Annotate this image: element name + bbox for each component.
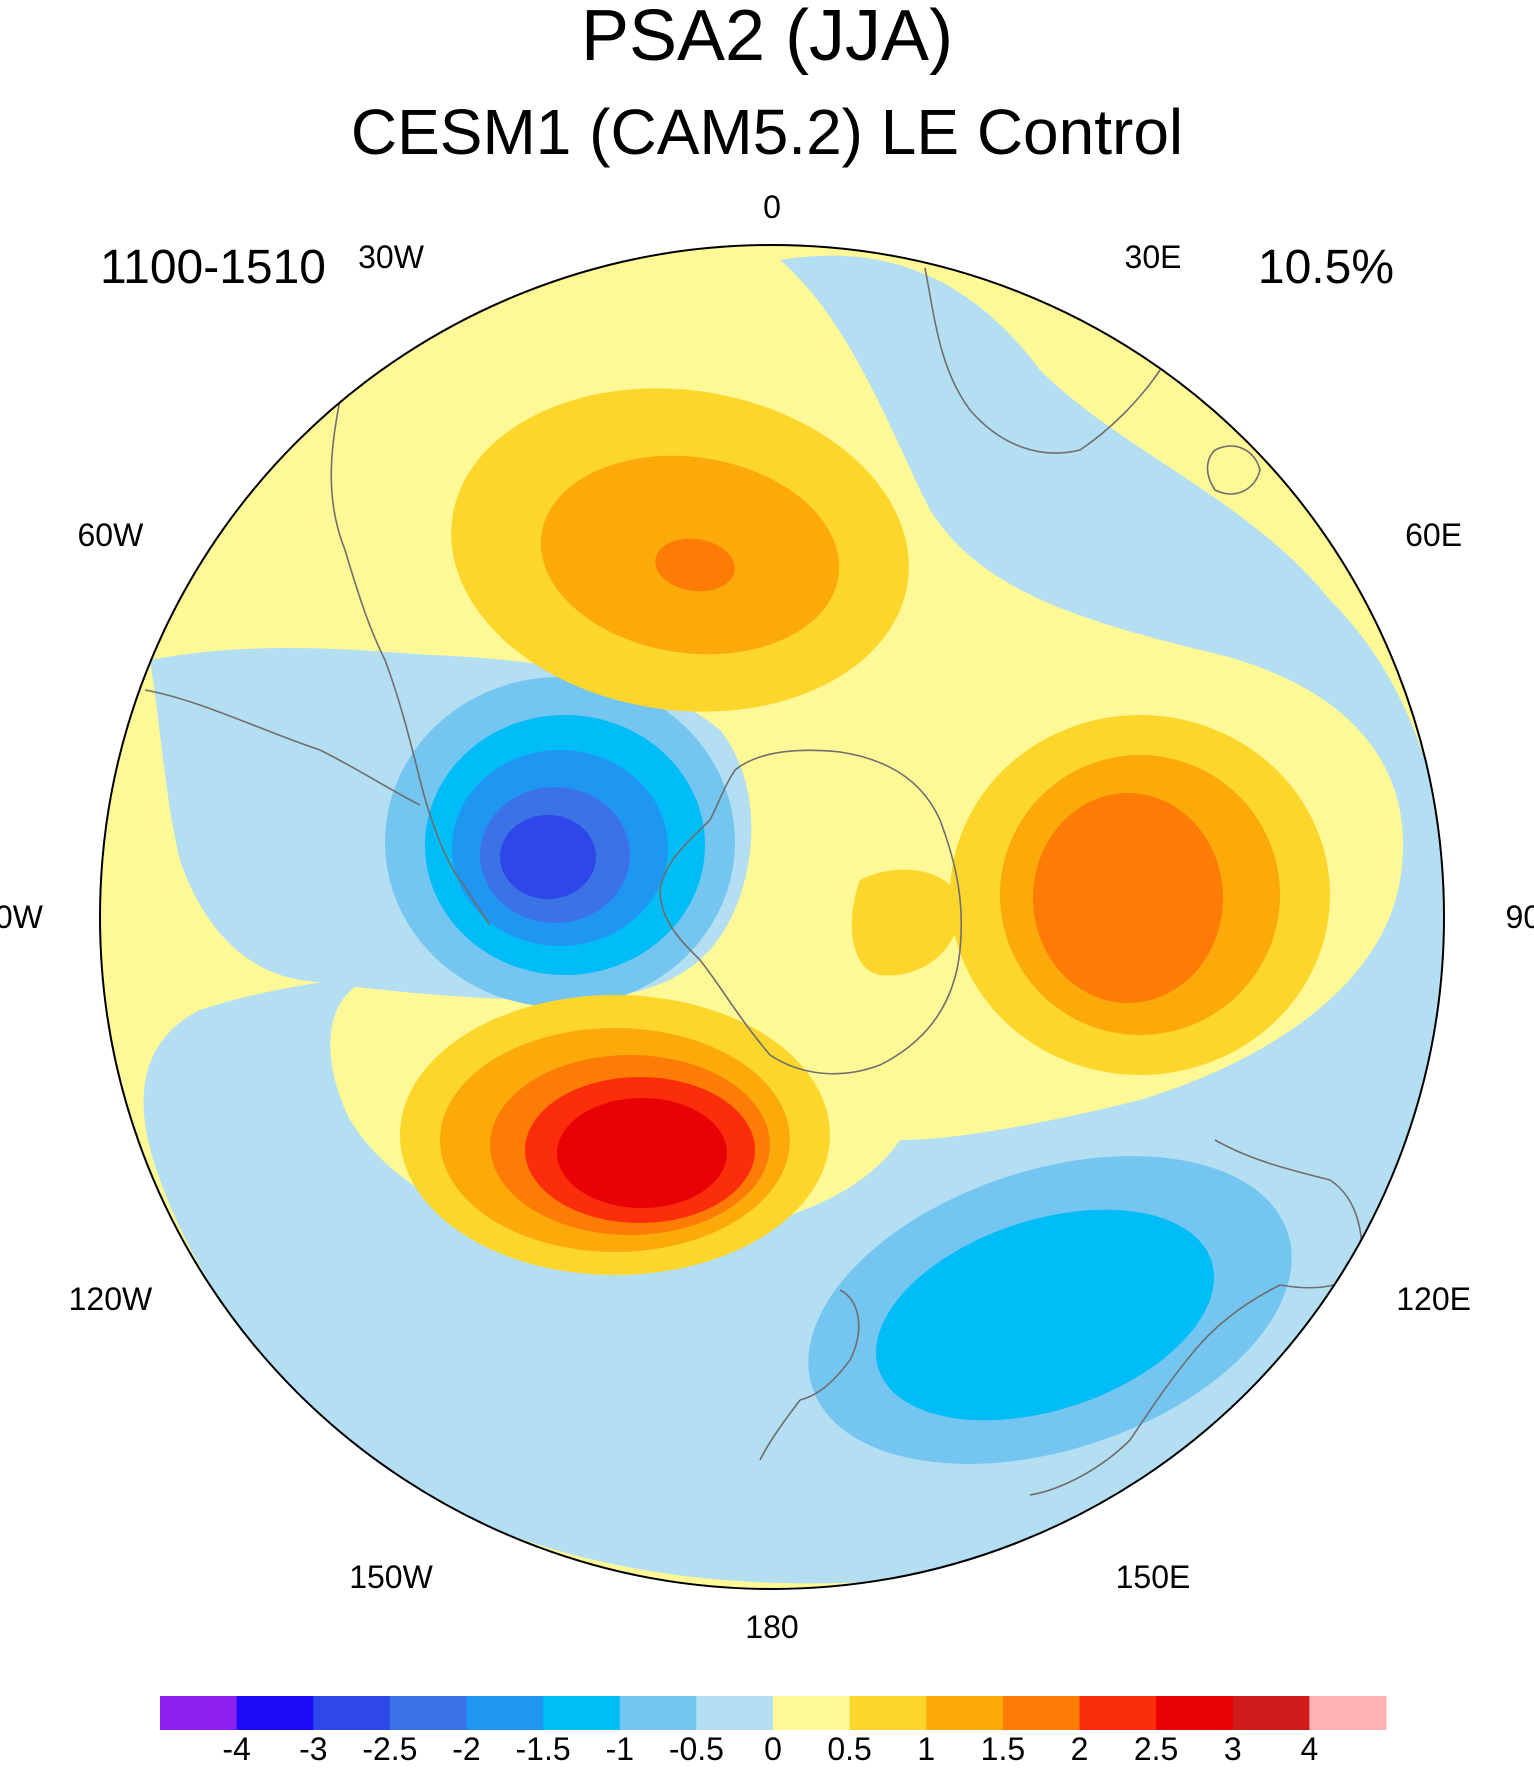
colorbar-swatch <box>543 1696 621 1730</box>
colorbar-swatch <box>1232 1696 1310 1730</box>
lon-label-150e: 150E <box>1116 1559 1191 1595</box>
contour-field <box>100 245 1444 1589</box>
longitude-labels: 0 30E 60E 90E 120E 150E 180 150W 120W 90W 60W 30W <box>0 189 1534 1645</box>
lon-label-0: 0 <box>763 189 781 225</box>
lon-label-120e: 120E <box>1396 1281 1471 1317</box>
level-neg1.5-to-neg1 <box>875 1209 1215 1421</box>
australia-coastline <box>1029 1139 1363 1496</box>
map-boundary <box>99 244 1445 1590</box>
colorbar-swatch <box>1156 1696 1234 1730</box>
new-zealand-coastline <box>799 1289 860 1401</box>
level-2.5-to-3 <box>557 1098 727 1208</box>
lon-label-180: 180 <box>745 1609 798 1645</box>
south-america-coastline <box>144 689 421 806</box>
colorbar-swatch <box>1079 1696 1157 1730</box>
lon-label-150w: 150W <box>349 1559 433 1595</box>
lon-label-60w: 60W <box>78 517 145 553</box>
colorbar-tick-label: -1 <box>606 1731 634 1767</box>
lon-label-30e: 30E <box>1125 239 1182 275</box>
level-1.5-to-2 <box>655 538 735 592</box>
colorbar-tick-label: -4 <box>222 1731 250 1767</box>
level-1.5-to-2 <box>1033 793 1223 1003</box>
variance-label: 10.5% <box>1257 241 1394 294</box>
map-subtitle: CESM1 (CAM5.2) LE Control <box>350 96 1184 168</box>
colorbar-tick-label: 4 <box>1301 1731 1319 1767</box>
colorbar-swatch <box>389 1696 468 1730</box>
map-title: PSA2 (JJA) <box>580 0 954 76</box>
colorbar-tick-label: 3 <box>1224 1731 1242 1767</box>
colorbar-swatch <box>466 1696 544 1730</box>
colorbar-tick-label: 2 <box>1071 1731 1089 1767</box>
colorbar-tick-label: -2 <box>452 1731 480 1767</box>
colorbar-swatch <box>160 1696 238 1730</box>
level-neg3-to-neg2.5 <box>500 815 596 899</box>
lon-label-120w: 120W <box>69 1281 153 1317</box>
lon-label-60e: 60E <box>1405 517 1462 553</box>
africa-coastline <box>924 267 1161 454</box>
colorbar-swatch <box>773 1696 851 1730</box>
level-0.5-to-1 <box>851 869 961 976</box>
colorbar-tick-label: 1 <box>917 1731 935 1767</box>
antarctica-coastline <box>659 749 963 1075</box>
south-america-coastline <box>330 399 491 926</box>
colorbar-tick-label: -3 <box>299 1731 327 1767</box>
lon-label-30w: 30W <box>358 239 425 275</box>
colorbar-tick-label: -0.5 <box>669 1731 724 1767</box>
colorbar-swatch <box>1309 1696 1387 1730</box>
madagascar-coastline <box>1206 445 1261 495</box>
colorbar-swatch <box>313 1696 391 1730</box>
colorbar-tick-label: 0.5 <box>827 1731 871 1767</box>
colorbar-swatch <box>619 1696 697 1730</box>
colorbar-tick-label: -2.5 <box>362 1731 417 1767</box>
coastlines <box>144 267 1363 1496</box>
colorbar-tick-label: 1.5 <box>981 1731 1025 1767</box>
new-zealand-coastline <box>759 1399 801 1461</box>
colorbar: -4 -3 -2.5 -2 -1.5 -1 -0.5 0 0.5 1 1.5 2 2.5 3 4 <box>160 1696 1387 1767</box>
colorbar-tick-label: 0 <box>764 1731 782 1767</box>
lon-label-90e: 90E <box>1506 899 1534 935</box>
colorbar-swatch <box>696 1696 774 1730</box>
colorbar-tick-label: -1.5 <box>516 1731 571 1767</box>
colorbar-swatch <box>926 1696 1004 1730</box>
period-label: 1100-1510 <box>100 241 326 294</box>
colorbar-swatch <box>1002 1696 1081 1730</box>
colorbar-tick-label: 2.5 <box>1134 1731 1178 1767</box>
colorbar-swatch <box>236 1696 314 1730</box>
colorbar-swatch <box>849 1696 927 1730</box>
lon-label-90w: 90W <box>0 899 44 935</box>
